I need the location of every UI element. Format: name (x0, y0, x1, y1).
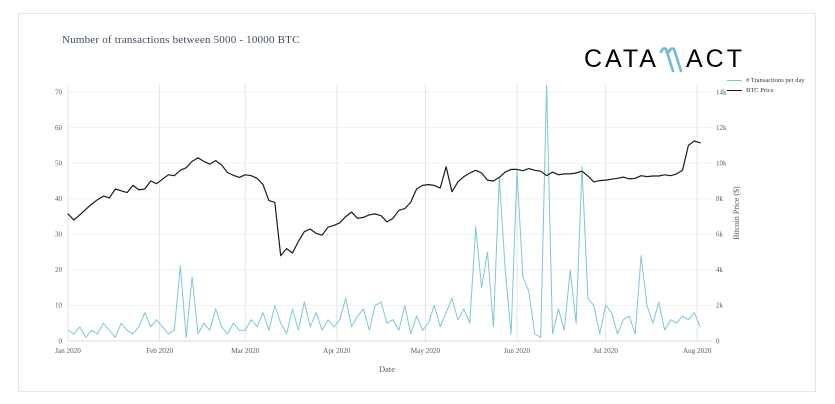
chart-legend: # Transactions per day BTC Price (727, 75, 805, 95)
logo-text-left: CATA (584, 45, 659, 73)
chart-title: Number of transactions between 5000 - 10… (62, 34, 300, 46)
legend-item-btc-price: BTC Price (727, 85, 805, 95)
transactions-line-swatch-icon (727, 79, 742, 81)
catallact-logo: CATA ACT (584, 46, 745, 78)
legend-label-transactions: # Transactions per day (746, 76, 805, 84)
logo-text-right: ACT (685, 45, 745, 73)
legend-item-transactions: # Transactions per day (727, 75, 805, 85)
logo-slashes-icon (657, 46, 687, 78)
legend-label-btc-price: BTC Price (746, 86, 774, 94)
btc-price-line-swatch-icon (727, 89, 742, 91)
